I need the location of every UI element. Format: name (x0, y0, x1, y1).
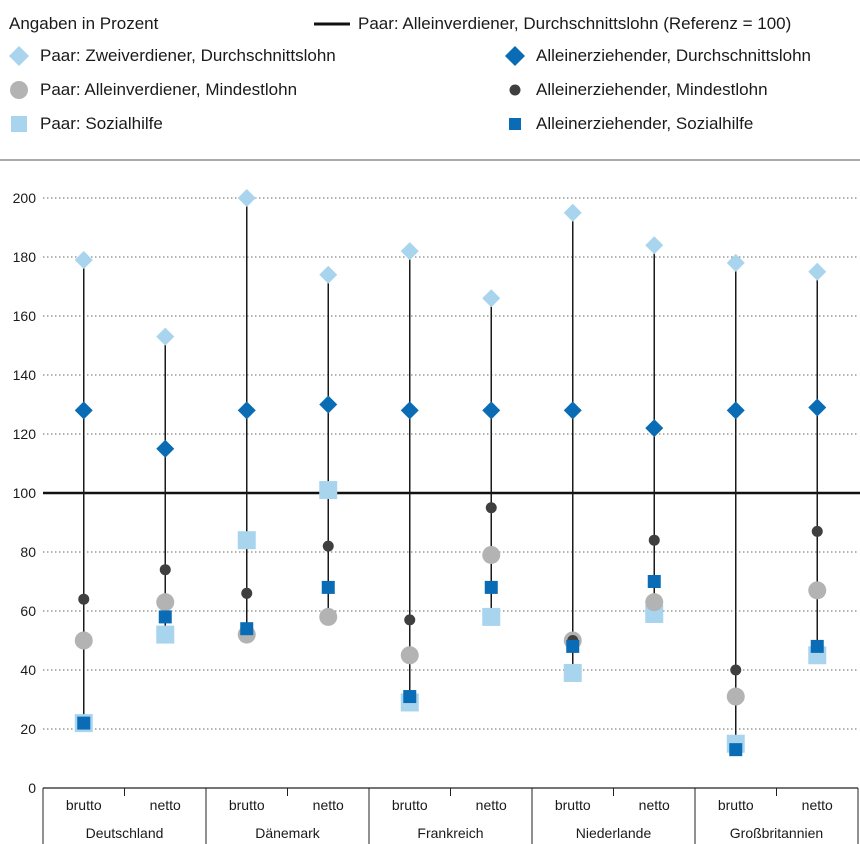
marker-square (810, 639, 824, 653)
marker-circle (241, 587, 253, 599)
legend-label-allein-sozialhilfe: Alleinerziehender, Sozialhilfe (536, 114, 754, 133)
legend-label-reference: Paar: Alleinverdiener, Durchschnittslohn… (358, 14, 792, 33)
marker-diamond (645, 236, 664, 255)
y-tick-label: 20 (20, 721, 36, 737)
group-label: Niederlande (576, 825, 652, 841)
marker-diamond (237, 401, 256, 420)
y-tick-label: 160 (13, 308, 37, 324)
marker-circle (811, 525, 823, 537)
marker-diamond (726, 401, 745, 420)
marker-circle (159, 564, 171, 576)
legend-circle-icon (10, 81, 28, 99)
unit-label: Angaben in Prozent (9, 14, 159, 33)
legend-label-allein-mindestlohn: Alleinerziehender, Mindestlohn (536, 80, 768, 99)
y-tick-label: 140 (13, 367, 37, 383)
marker-square (647, 575, 661, 588)
group-label: Großbritannien (730, 825, 823, 841)
y-tick-label: 80 (20, 544, 36, 560)
x-category-label: netto (802, 797, 833, 813)
marker-diamond (319, 395, 338, 414)
x-category-label: brutto (392, 797, 428, 813)
legend-square-icon (11, 116, 27, 132)
group-label: Frankreich (417, 825, 483, 841)
marker-diamond (400, 401, 419, 420)
legend-label-allein-durchschnitt: Alleinerziehender, Durchschnittslohn (536, 46, 811, 65)
legend-label-paar-sozialhilfe: Paar: Sozialhilfe (40, 114, 163, 133)
y-tick-label: 120 (13, 426, 37, 442)
marker-diamond (726, 253, 745, 272)
marker-circle (319, 607, 338, 626)
y-tick-label: 200 (13, 190, 37, 206)
marker-square (403, 690, 417, 704)
x-category-label: netto (476, 797, 507, 813)
marker-diamond (482, 289, 501, 308)
x-category-label: brutto (229, 797, 265, 813)
marker-diamond (563, 203, 582, 222)
marker-diamond (237, 189, 256, 207)
marker-circle (648, 534, 660, 546)
marker-square (237, 531, 256, 550)
marker-diamond (74, 250, 93, 269)
marker-diamond (645, 419, 664, 438)
marker-square (321, 580, 335, 594)
marker-circle (322, 540, 334, 552)
legend-diamond-icon (9, 46, 29, 66)
marker-circle (74, 631, 93, 650)
y-tick-label: 100 (13, 485, 37, 501)
legend-label-paar-mindestlohn: Paar: Alleinverdiener, Mindestlohn (40, 80, 298, 99)
y-tick-label: 180 (13, 249, 37, 265)
group-label: Dänemark (255, 825, 321, 841)
marker-square (77, 716, 91, 730)
marker-diamond (156, 439, 175, 458)
legend-label-paar-zweiverdiener: Paar: Zweiverdiener, Durchschnittslohn (40, 46, 336, 65)
y-tick-label: 0 (28, 780, 36, 796)
group-label: Deutschland (86, 825, 164, 841)
marker-circle (808, 581, 827, 600)
x-category-label: brutto (66, 797, 102, 813)
marker-circle (485, 502, 497, 514)
x-category-label: netto (313, 797, 344, 813)
marker-circle (645, 593, 664, 612)
marker-diamond (808, 398, 827, 417)
legend-circle-icon (509, 84, 521, 96)
marker-diamond (482, 401, 501, 420)
legend-line-icon (314, 22, 350, 26)
marker-diamond (400, 242, 419, 261)
marker-square (563, 663, 582, 682)
marker-diamond (319, 265, 338, 284)
marker-diamond (563, 401, 582, 420)
marker-diamond (156, 327, 175, 346)
x-category-label: brutto (718, 797, 754, 813)
marker-square (240, 622, 254, 636)
marker-circle (726, 687, 745, 706)
marker-circle (78, 593, 90, 605)
marker-circle (482, 545, 501, 564)
legend-diamond-icon (505, 46, 525, 66)
marker-circle (400, 646, 419, 665)
marker-circle (404, 614, 416, 626)
x-category-label: brutto (555, 797, 591, 813)
marker-square (566, 639, 580, 653)
x-category-label: netto (150, 797, 181, 813)
marker-square (484, 580, 498, 594)
marker-square (729, 743, 743, 757)
marker-square (158, 610, 172, 624)
y-tick-label: 40 (20, 662, 36, 678)
marker-square (482, 607, 501, 626)
marker-circle (156, 593, 175, 612)
y-tick-label: 60 (20, 603, 36, 619)
x-category-label: netto (639, 797, 670, 813)
marker-diamond (808, 262, 827, 281)
marker-diamond (74, 401, 93, 420)
marker-square (156, 625, 175, 644)
marker-square (319, 481, 338, 500)
legend-square-icon (509, 118, 521, 130)
marker-circle (730, 664, 742, 676)
